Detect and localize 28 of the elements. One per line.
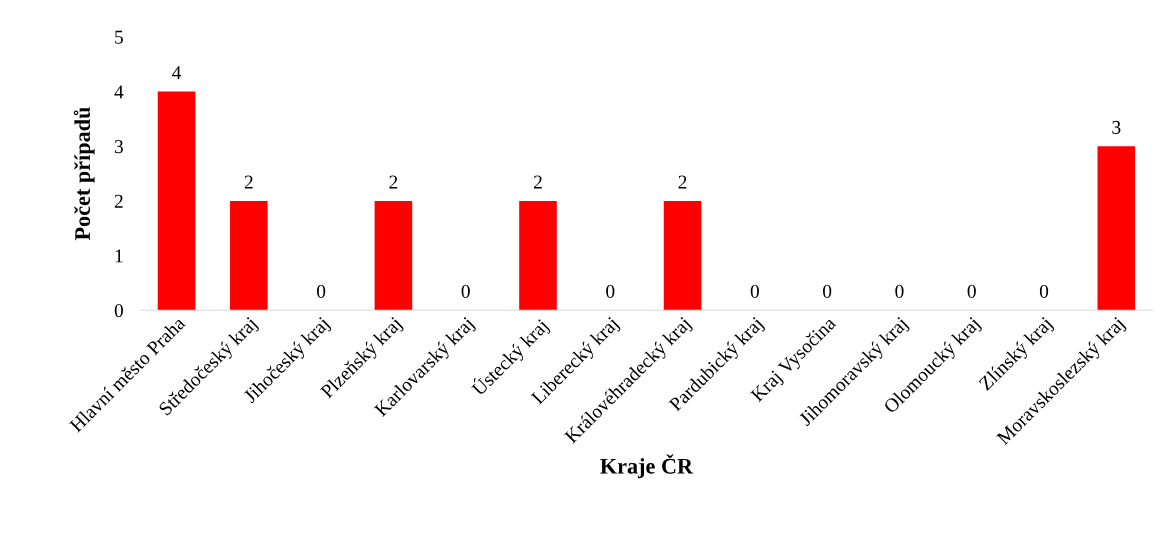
bar: [157, 91, 196, 311]
bar: [663, 200, 702, 311]
x-axis-title: Kraje ČR: [600, 454, 694, 479]
data-label: 0: [895, 284, 904, 298]
data-label: 0: [750, 284, 759, 298]
data-label: 2: [389, 175, 398, 189]
data-label: 0: [823, 284, 832, 298]
data-label: 0: [606, 284, 615, 298]
data-label: 4: [172, 66, 182, 80]
y-tick-label: 2: [114, 194, 123, 208]
y-tick-label: 1: [115, 249, 123, 263]
y-tick-label: 4: [114, 85, 124, 99]
data-label: 0: [461, 284, 470, 298]
y-tick-label: 0: [114, 304, 123, 318]
data-label: 0: [967, 284, 976, 298]
data-label: 0: [1039, 284, 1049, 298]
y-tick-label: 3: [114, 140, 123, 154]
y-axis-title: Počet případů: [73, 107, 95, 241]
bar: [1097, 146, 1136, 311]
bar: [230, 200, 268, 311]
data-label: 0: [317, 284, 326, 298]
data-label: 2: [244, 175, 253, 189]
data-label: 3: [1112, 120, 1121, 134]
bar: [519, 200, 557, 311]
bar: [374, 200, 413, 311]
data-label: 2: [678, 175, 687, 189]
y-tick-label: 5: [115, 30, 123, 44]
data-label: 2: [533, 175, 542, 189]
